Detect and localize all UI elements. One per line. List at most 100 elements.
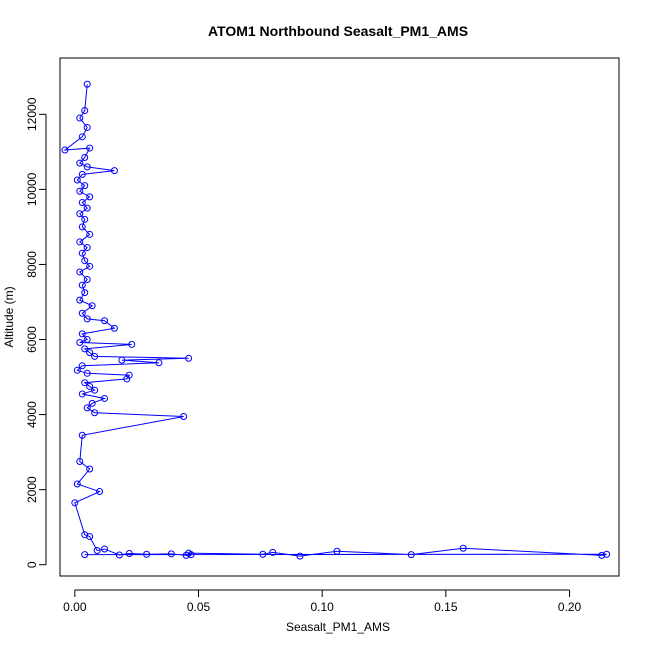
x-axis: 0.00 0.05 0.10 0.15 0.20 xyxy=(63,589,582,614)
chart-title: ATOM1 Northbound Seasalt_PM1_AMS xyxy=(208,23,468,39)
data-point xyxy=(180,412,188,420)
data-point xyxy=(83,123,91,131)
y-tick-label: 8000 xyxy=(25,251,39,278)
data-point xyxy=(110,324,118,332)
data-point xyxy=(73,366,81,374)
data-point xyxy=(81,107,89,115)
data-point xyxy=(76,114,84,122)
data-point xyxy=(78,249,86,257)
data-point xyxy=(76,458,84,466)
data-point xyxy=(78,431,86,439)
data-point xyxy=(78,309,86,317)
x-tick-label: 0.05 xyxy=(187,600,211,614)
data-point xyxy=(76,159,84,167)
y-tick-label: 2000 xyxy=(25,476,39,503)
y-tick-label: 12000 xyxy=(25,97,39,131)
data-point xyxy=(81,257,89,265)
x-tick-label: 0.20 xyxy=(558,600,582,614)
data-point xyxy=(73,480,81,488)
plot-frame xyxy=(59,57,620,577)
data-point xyxy=(78,390,86,398)
data-layer xyxy=(61,80,611,560)
data-point xyxy=(78,170,86,178)
data-point xyxy=(86,262,94,270)
data-point xyxy=(81,182,89,190)
data-point xyxy=(88,399,96,407)
data-point xyxy=(459,544,467,552)
data-point xyxy=(128,340,136,348)
data-point xyxy=(83,204,91,212)
data-point xyxy=(81,289,89,297)
data-point xyxy=(78,281,86,289)
data-point xyxy=(407,551,415,559)
data-point xyxy=(81,153,89,161)
data-point xyxy=(598,551,606,559)
data-point xyxy=(76,238,84,246)
y-tick-label: 4000 xyxy=(25,401,39,428)
data-point xyxy=(83,315,91,323)
data-point xyxy=(76,210,84,218)
data-point xyxy=(110,167,118,175)
data-point xyxy=(86,230,94,238)
y-axis-label: Altitude (m) xyxy=(2,286,16,347)
data-point xyxy=(83,244,91,252)
x-axis-label: Seasalt_PM1_AMS xyxy=(286,620,390,634)
data-point xyxy=(76,296,84,304)
x-tick-label: 0.15 xyxy=(434,600,458,614)
data-point xyxy=(86,382,94,390)
data-point xyxy=(76,339,84,347)
data-point xyxy=(61,146,69,154)
data-point xyxy=(83,275,91,283)
data-point xyxy=(76,268,84,276)
data-point xyxy=(83,163,91,171)
y-axis: 0 2000 4000 6000 8000 10000 12000 xyxy=(25,97,47,568)
data-point xyxy=(86,193,94,201)
data-point xyxy=(123,375,131,383)
y-tick-label: 0 xyxy=(25,561,39,568)
data-point xyxy=(86,349,94,357)
data-point xyxy=(125,549,133,557)
data-point xyxy=(91,386,99,394)
data-point xyxy=(118,356,126,364)
data-point xyxy=(73,176,81,184)
data-point xyxy=(83,404,91,412)
data-point xyxy=(296,552,304,560)
x-tick-label: 0.00 xyxy=(63,600,87,614)
data-point xyxy=(81,215,89,223)
data-point xyxy=(269,548,277,556)
data-point xyxy=(86,465,94,473)
data-point xyxy=(81,345,89,353)
data-point xyxy=(333,547,341,555)
data-point xyxy=(81,379,89,387)
data-point xyxy=(96,488,104,496)
data-point xyxy=(143,550,151,558)
data-point xyxy=(83,369,91,377)
data-point xyxy=(86,533,94,541)
data-point xyxy=(83,336,91,344)
data-point xyxy=(93,546,101,554)
data-point xyxy=(167,550,175,558)
data-point xyxy=(185,354,193,362)
data-point xyxy=(76,187,84,195)
data-point xyxy=(603,550,611,558)
data-point xyxy=(91,409,99,417)
data-point xyxy=(115,551,123,559)
data-point xyxy=(78,330,86,338)
data-point xyxy=(155,359,163,367)
data-point xyxy=(83,80,91,88)
data-point xyxy=(101,394,109,402)
data-point xyxy=(101,317,109,325)
data-point xyxy=(259,550,267,558)
data-point xyxy=(78,199,86,207)
x-tick-label: 0.10 xyxy=(311,600,335,614)
data-point xyxy=(86,144,94,152)
y-tick-label: 6000 xyxy=(25,326,39,353)
data-point xyxy=(101,545,109,553)
data-point xyxy=(78,133,86,141)
data-point xyxy=(91,352,99,360)
series-line xyxy=(63,84,607,557)
data-point xyxy=(185,549,193,557)
data-point xyxy=(78,223,86,231)
data-point xyxy=(88,302,96,310)
